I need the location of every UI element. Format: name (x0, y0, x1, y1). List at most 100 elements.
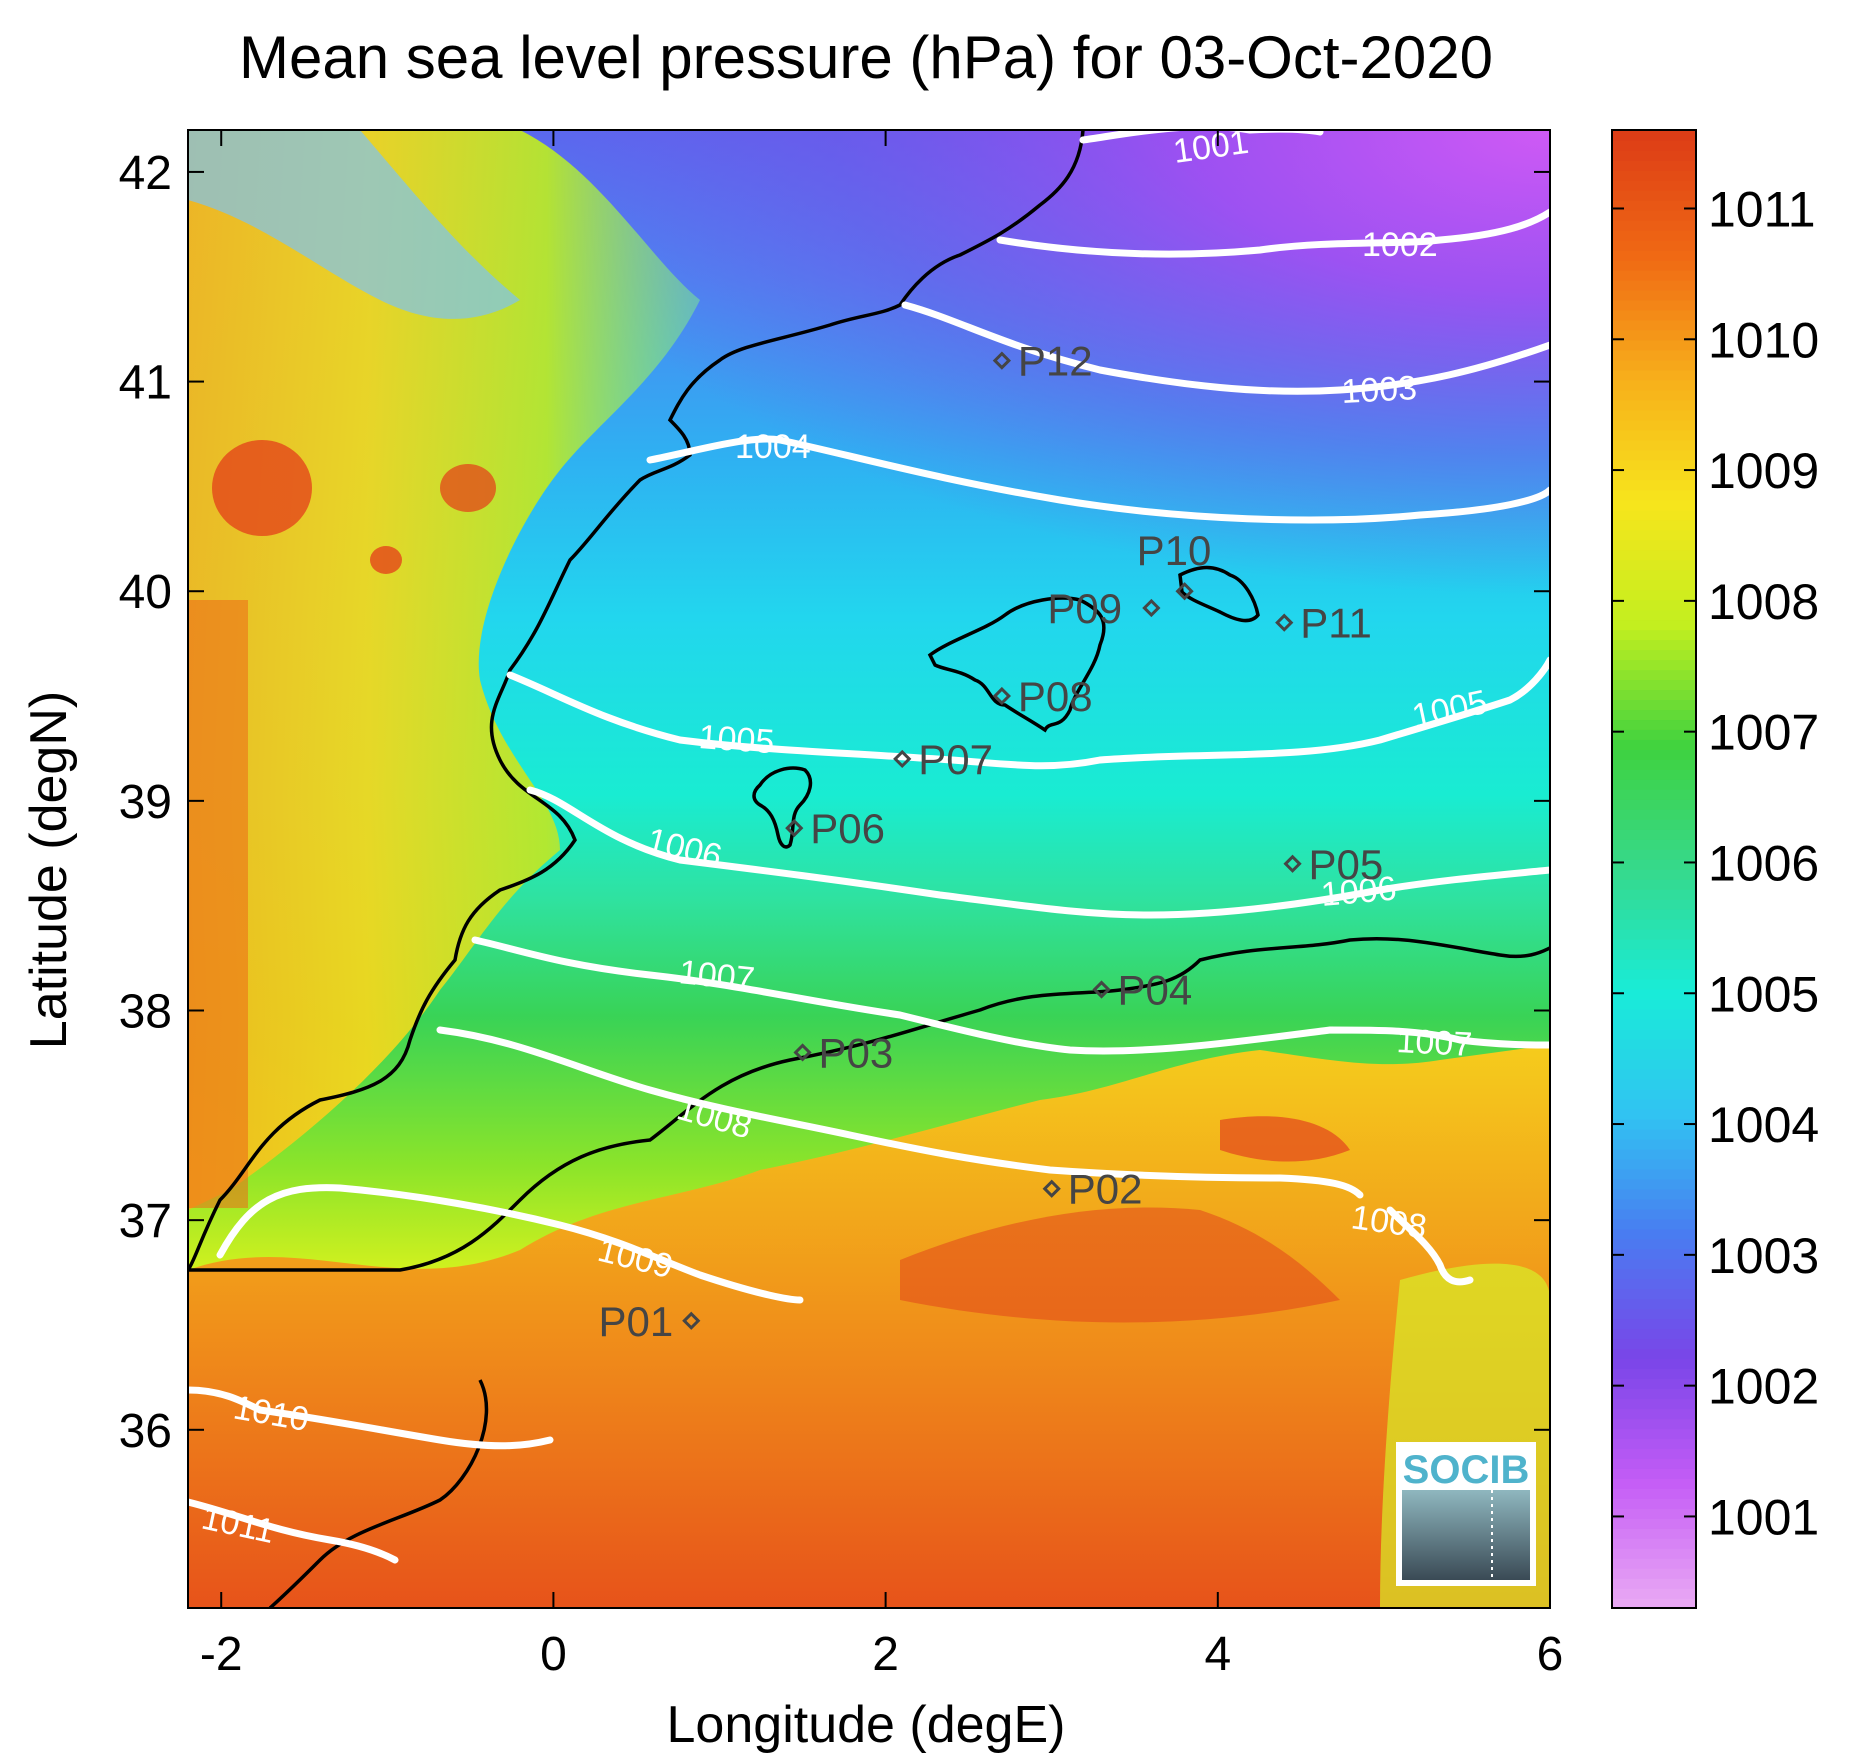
x-tick-label: 6 (1537, 1628, 1564, 1681)
colorbar-strip (1612, 1368, 1696, 1380)
colorbar-tick-label: 1003 (1708, 1228, 1819, 1284)
colorbar-strip (1612, 1428, 1696, 1440)
colorbar-strip (1612, 449, 1696, 461)
station-marker (1142, 598, 1161, 618)
colorbar-strip (1612, 928, 1696, 940)
station-marker (1042, 1179, 1061, 1198)
colorbar-strip (1612, 1038, 1696, 1050)
colorbar-strip (1612, 988, 1696, 1000)
colorbar-strip (1612, 399, 1696, 411)
y-tick-label: 39 (119, 776, 172, 829)
colorbar-strip (1612, 888, 1696, 900)
station-label: P08 (1018, 673, 1093, 720)
colorbar-tick-label: 1011 (1708, 181, 1816, 237)
station-marker (1275, 613, 1294, 632)
colorbar-strip (1612, 629, 1696, 641)
colorbar-strip (1612, 1598, 1696, 1609)
station-label: P12 (1018, 338, 1093, 385)
colorbar-strip (1612, 1318, 1696, 1330)
map-frame (187, 129, 1551, 1609)
colorbar-strip (1612, 938, 1696, 950)
colorbar-strip (1612, 549, 1696, 561)
colorbar-strip (1612, 219, 1696, 231)
colorbar-strip (1612, 1228, 1696, 1240)
socib-logo: SOCIB (1396, 1442, 1536, 1586)
colorbar-strip (1612, 499, 1696, 511)
colorbar-strip (1612, 719, 1696, 730)
colorbar-strip (1612, 1508, 1696, 1519)
station-marker (992, 351, 1012, 370)
colorbar-strip (1612, 1408, 1696, 1420)
colorbar-strip (1612, 859, 1696, 870)
colorbar-tick-label: 1009 (1708, 443, 1819, 499)
contour-label: 1007 (677, 953, 756, 999)
colorbar-strip (1612, 309, 1696, 321)
colorbar-strip (1612, 339, 1696, 351)
colorbar-strip (1612, 1168, 1696, 1180)
colorbar-strip (1612, 1018, 1696, 1030)
colorbar-strip (1612, 779, 1696, 790)
colorbar-strip (1612, 839, 1696, 850)
colorbar-strip (1612, 1088, 1696, 1100)
colorbar-strip (1612, 1378, 1696, 1390)
colorbar-strip (1612, 1568, 1696, 1579)
colorbar-strip (1612, 709, 1696, 721)
station-label: P01 (599, 1298, 674, 1345)
colorbar-strip (1612, 359, 1696, 371)
colorbar-strip (1612, 439, 1696, 451)
colorbar-strip (1612, 1438, 1696, 1450)
colorbar-strip (1612, 1258, 1696, 1270)
x-tick-label: -2 (200, 1628, 243, 1681)
colorbar-strip (1612, 1328, 1696, 1340)
colorbar-tick-label: 1002 (1708, 1359, 1819, 1415)
colorbar-strip (1612, 349, 1696, 361)
colorbar-strip (1612, 799, 1696, 810)
colorbar-strip (1612, 1468, 1696, 1479)
colorbar-strip (1612, 199, 1696, 211)
colorbar-strip (1612, 649, 1696, 661)
colorbar-strip (1612, 1538, 1696, 1549)
colorbar-strip (1612, 1028, 1696, 1040)
contour-label: 1007 (1396, 1022, 1474, 1064)
colorbar-strip (1612, 249, 1696, 261)
station-label: P02 (1068, 1166, 1143, 1213)
colorbar-strip (1612, 1458, 1696, 1469)
x-axis-label: Longitude (degE) (667, 1696, 1066, 1754)
colorbar-strip (1612, 948, 1696, 960)
colorbar-strip (1612, 1008, 1696, 1020)
colorbar-strip (1612, 329, 1696, 341)
colorbar-strip (1612, 169, 1696, 181)
colorbar-strip (1612, 1588, 1696, 1599)
colorbar-strip (1612, 769, 1696, 780)
colorbar-strip (1612, 809, 1696, 820)
colorbar-strip (1612, 1308, 1696, 1320)
colorbar-strip (1612, 379, 1696, 391)
colorbar-strip (1612, 1548, 1696, 1559)
station-label: P04 (1118, 967, 1193, 1014)
colorbar-strip (1612, 1388, 1696, 1400)
colorbar-tick-label: 1005 (1708, 966, 1819, 1022)
colorbar-strip (1612, 149, 1696, 161)
colorbar-strip (1612, 619, 1696, 631)
chart-title: Mean sea level pressure (hPa) for 03-Oct… (239, 24, 1493, 91)
colorbar-strip (1612, 569, 1696, 581)
colorbar-strip (1612, 1488, 1696, 1499)
colorbar-strip (1612, 1178, 1696, 1190)
colorbar-strip (1612, 869, 1696, 880)
colorbar-strip (1612, 908, 1696, 920)
station-marker (682, 1311, 701, 1330)
colorbar-strip (1612, 579, 1696, 591)
station-label: P11 (1300, 600, 1372, 647)
colorbar-strip (1612, 1348, 1696, 1360)
pressure-field (188, 130, 1550, 1608)
contour-label: 1004 (735, 428, 811, 466)
colorbar-strip (1612, 679, 1696, 691)
colorbar-strip (1612, 1558, 1696, 1569)
x-tick-label: 0 (540, 1628, 567, 1681)
y-tick-label: 38 (119, 986, 172, 1039)
colorbar-strip (1612, 1338, 1696, 1350)
colorbar-tick-label: 1004 (1708, 1097, 1819, 1153)
colorbar-strip (1612, 519, 1696, 531)
colorbar-strip (1612, 479, 1696, 491)
colorbar-strip (1612, 489, 1696, 501)
